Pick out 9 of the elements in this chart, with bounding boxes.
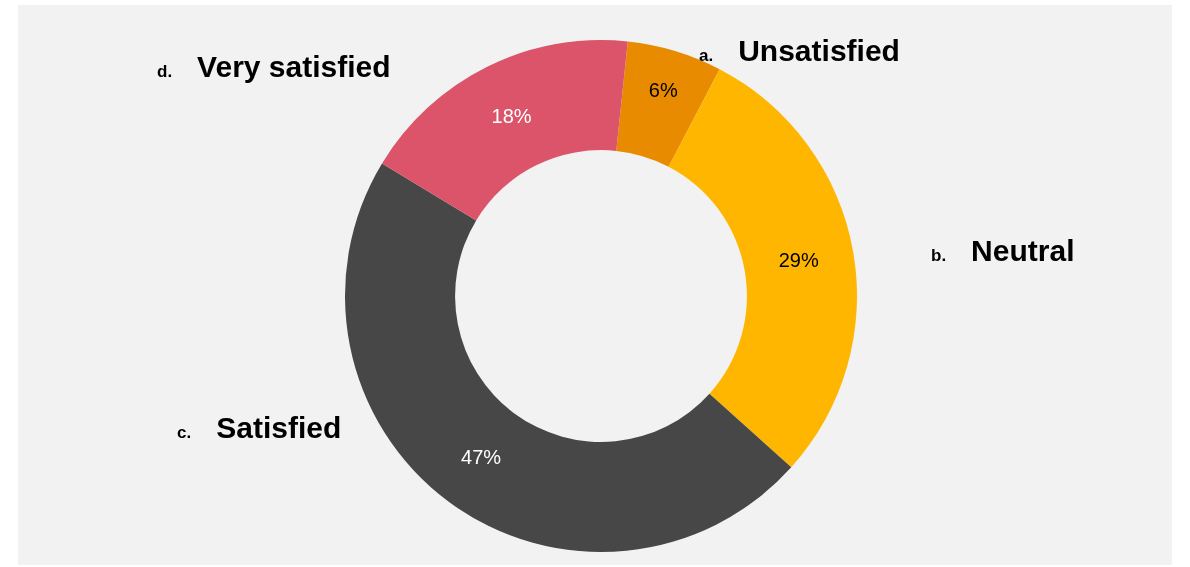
donut-slice (616, 41, 720, 167)
category-label: a. Unsatisfied (699, 34, 900, 67)
data-label: 47% (461, 446, 502, 469)
data-label: 29% (778, 249, 819, 272)
data-label: 18% (491, 105, 532, 127)
data-label: 6% (648, 78, 678, 101)
category-label: b. Neutral (931, 234, 1075, 267)
category-label: d. Very satisfied (157, 50, 391, 83)
category-label: c. Satisfied (177, 411, 342, 444)
